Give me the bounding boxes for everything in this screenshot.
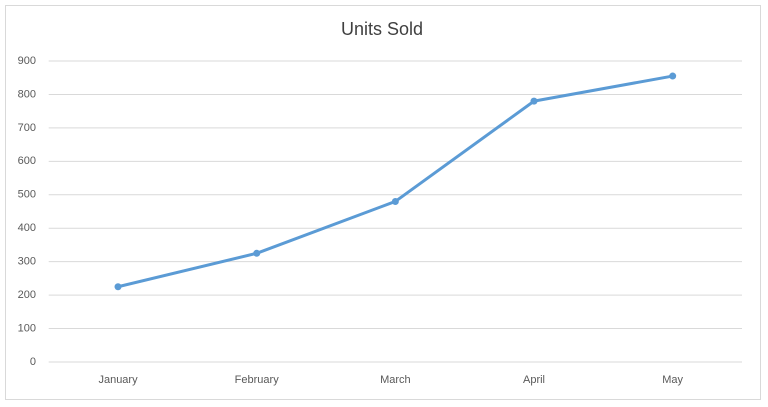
y-tick-label: 0 <box>30 356 36 368</box>
y-tick-label: 100 <box>18 322 36 334</box>
y-tick-label: 700 <box>18 122 36 134</box>
x-tick-label: March <box>380 374 411 386</box>
y-tick-label: 500 <box>18 189 36 201</box>
x-tick-label: January <box>98 374 138 386</box>
x-tick-label: May <box>662 374 683 386</box>
chart-border <box>5 5 761 400</box>
data-point <box>114 283 122 291</box>
data-point <box>669 72 677 80</box>
y-tick-label: 900 <box>18 55 36 67</box>
data-point <box>391 197 399 205</box>
y-tick-label: 400 <box>18 222 36 234</box>
y-tick-label: 300 <box>18 256 36 268</box>
x-tick-label: February <box>235 374 280 386</box>
y-tick-label: 200 <box>18 289 36 301</box>
chart-title: Units Sold <box>341 19 423 39</box>
data-point <box>253 249 261 257</box>
y-tick-label: 600 <box>18 155 36 167</box>
x-tick-label: April <box>523 374 545 386</box>
y-tick-label: 800 <box>18 88 36 100</box>
data-point <box>530 97 538 105</box>
